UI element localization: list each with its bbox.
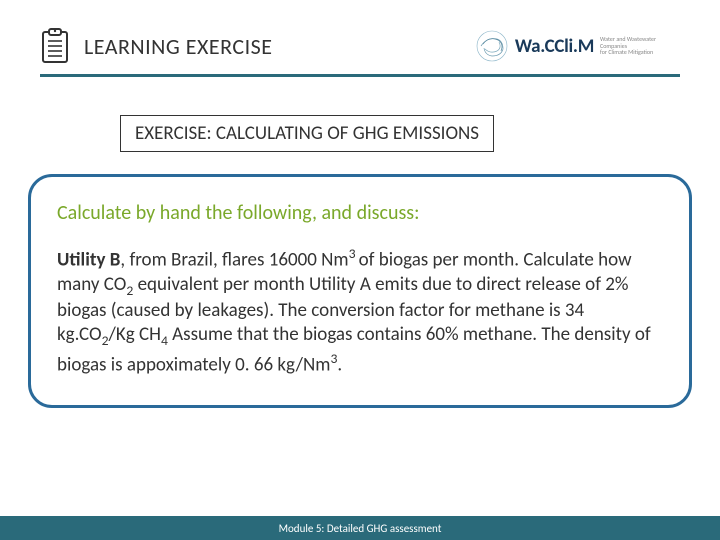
logo-text: Wa.CCli.M (515, 35, 594, 58)
page-title: LEARNING EXERCISE (84, 33, 273, 60)
t4: /Kg CH (109, 323, 161, 346)
header-divider (40, 74, 680, 77)
exercise-content-box: Calculate by hand the following, and dis… (28, 174, 692, 408)
utility-label: Utility B (57, 248, 120, 271)
logo: Wa.CCli.M Water and Wastewater Companies… (475, 29, 680, 63)
exercise-subtitle: EXERCISE: CALCULATING OF GHG EMISSIONS (135, 122, 479, 145)
sub2: 2 (102, 332, 109, 349)
sup1: 3 (349, 245, 359, 262)
header: LEARNING EXERCISE Wa.CCli.M Water and Wa… (0, 0, 720, 64)
t1: , from Brazil, flares 16000 Nm (120, 248, 348, 271)
sub3: 4 (161, 332, 168, 349)
header-left: LEARNING EXERCISE (40, 28, 273, 64)
exercise-lead: Calculate by hand the following, and dis… (57, 201, 663, 225)
t6: . (337, 353, 342, 376)
footer-bar: Module 5: Detailed GHG assessment (0, 516, 720, 540)
logo-swirl-icon (475, 29, 509, 63)
exercise-body: Utility B, from Brazil, flares 16000 Nm3… (57, 245, 663, 377)
clipboard-icon (40, 28, 70, 64)
exercise-subtitle-box: EXERCISE: CALCULATING OF GHG EMISSIONS (120, 115, 494, 152)
footer-text: Module 5: Detailed GHG assessment (279, 522, 442, 535)
logo-subtext: Water and Wastewater Companies for Clima… (600, 36, 680, 56)
logo-text-group: Wa.CCli.M (515, 35, 594, 58)
logo-subline2: for Climate Mitigation (600, 49, 680, 56)
